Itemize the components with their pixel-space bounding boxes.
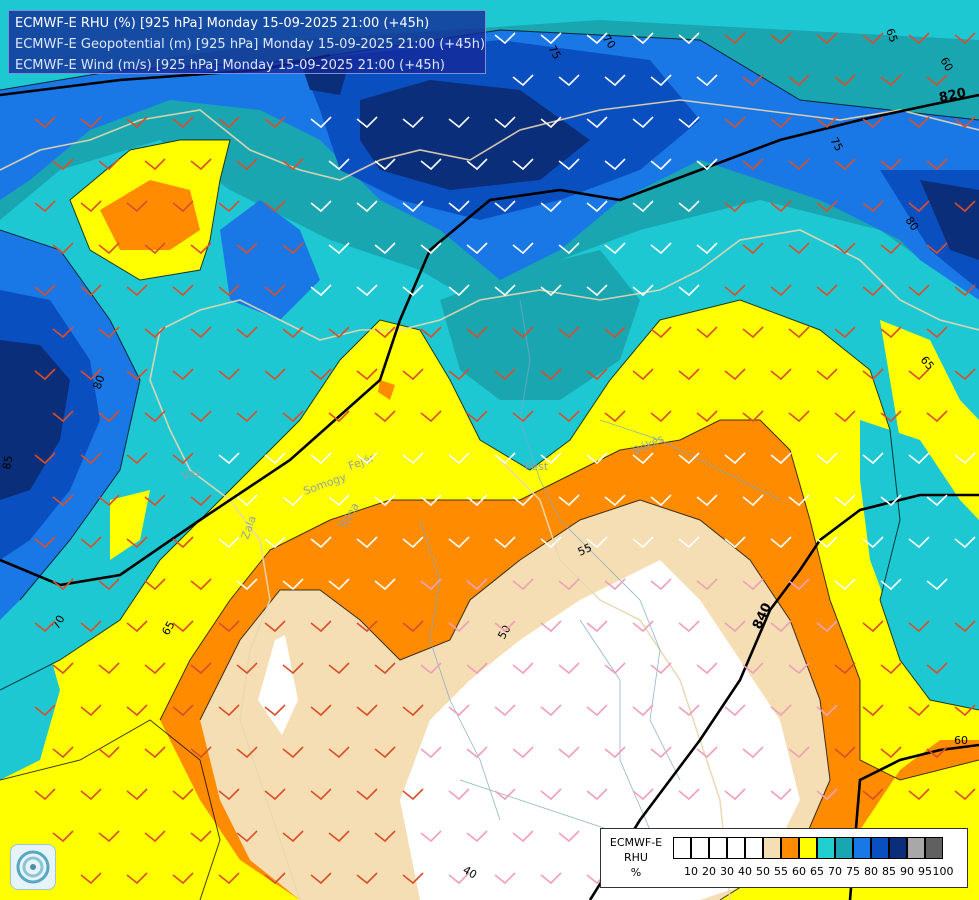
legend-swatch xyxy=(781,837,799,859)
legend-tick-label: 100 xyxy=(932,865,954,878)
legend-title-unit: % xyxy=(630,866,642,879)
legend-tick-label: 85 xyxy=(882,865,896,878)
legend-tick-label: 90 xyxy=(900,865,914,878)
legend-swatch xyxy=(853,837,871,859)
legend-tick-label: 55 xyxy=(774,865,788,878)
legend-swatch xyxy=(691,837,709,859)
rhu-label: 80 xyxy=(91,373,108,391)
legend-swatch xyxy=(745,837,763,859)
legend-tick-label: 50 xyxy=(756,865,770,878)
legend-title: ECMWF-E RHU % xyxy=(601,835,671,880)
rhu-label: 65 xyxy=(883,27,900,45)
legend-tick-label: 40 xyxy=(738,865,752,878)
legend-swatch xyxy=(835,837,853,859)
rhu-label: 60 xyxy=(954,734,968,747)
legend-tick-label: 60 xyxy=(792,865,806,878)
legend-tick-label: 30 xyxy=(720,865,734,878)
legend-swatch xyxy=(925,837,943,859)
legend-tick-label: 70 xyxy=(828,865,842,878)
rhu-label: 75 xyxy=(545,43,563,62)
legend-swatch xyxy=(673,837,691,859)
legend-swatch xyxy=(871,837,889,859)
rhu-legend: ECMWF-E RHU % 10 20 30 40 50 55 60 65 70 75 80 85 90… xyxy=(600,828,968,888)
legend-swatch xyxy=(727,837,745,859)
legend-tick-label: 80 xyxy=(864,865,878,878)
geopotential-label-820: 820 xyxy=(938,86,968,106)
legend-title-variable: RHU xyxy=(624,851,648,864)
map-title-box: ECMWF-E RHU (%) [925 hPa] Monday 15-09-2… xyxy=(8,10,486,74)
legend-tick-label: 10 xyxy=(684,865,698,878)
rhu-label: 55 xyxy=(576,541,594,559)
rhu-label: 70 xyxy=(49,613,67,632)
rhu-label: 60 xyxy=(937,55,955,74)
legend-tick-label: 20 xyxy=(702,865,716,878)
place-label-pest: Pest xyxy=(525,460,549,473)
rhu-label: 85 xyxy=(0,454,15,470)
legend-swatch xyxy=(709,837,727,859)
legend-swatch xyxy=(763,837,781,859)
legend-swatch xyxy=(817,837,835,859)
rhu-label: 75 xyxy=(827,135,845,154)
legend-tick-label: 75 xyxy=(846,865,860,878)
legend-tick-label: 95 xyxy=(918,865,932,878)
legend-swatch xyxy=(799,837,817,859)
legend-swatch xyxy=(889,837,907,859)
wind-title: ECMWF-E Wind (m/s) [925 hPa] Monday 15-0… xyxy=(15,58,446,73)
place-label-vas: Vas xyxy=(180,465,202,483)
legend-swatch xyxy=(907,837,925,859)
rhu-title: ECMWF-E RHU (%) [925 hPa] Monday 15-09-2… xyxy=(15,16,430,31)
geopotential-title: ECMWF-E Geopotential (m) [925 hPa] Monda… xyxy=(15,37,486,52)
legend-title-model: ECMWF-E xyxy=(609,836,663,849)
ecmwf-swirl-icon xyxy=(10,844,56,890)
legend-tick-label: 65 xyxy=(810,865,824,878)
